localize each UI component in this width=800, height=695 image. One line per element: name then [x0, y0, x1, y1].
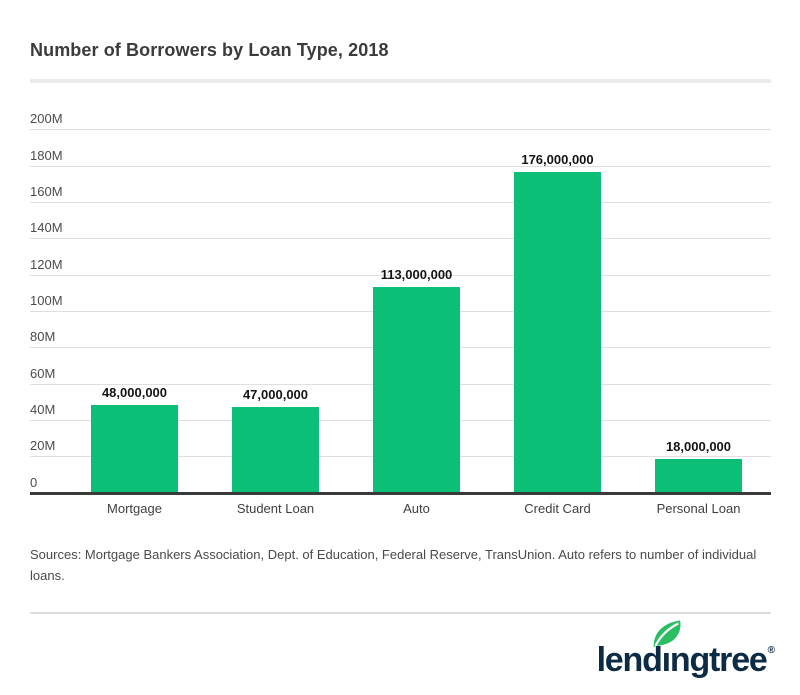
bar-student-loan: [232, 406, 319, 492]
y-axis-tick-label: 180M: [30, 148, 63, 163]
gridline-200M: [30, 129, 771, 130]
y-axis-tick-label: 20M: [30, 438, 56, 453]
bottom-divider: [30, 612, 771, 614]
leaf-icon: [653, 620, 681, 648]
x-axis-line: [30, 492, 771, 495]
x-axis-category-label-student-loan: Student Loan: [236, 501, 315, 516]
y-axis-tick-label: 0: [30, 475, 38, 490]
lendingtree-wordmark: lendıngtree: [596, 641, 768, 679]
x-axis-category-label-personal-loan: Personal Loan: [656, 501, 741, 516]
gridline-180M: [30, 166, 771, 167]
top-divider: [30, 79, 771, 83]
bar-value-label-mortgage: 48,000,000: [101, 385, 168, 400]
bar-personal-loan: [655, 459, 742, 492]
y-axis-tick-label: 120M: [30, 257, 63, 272]
gridline-160M: [30, 202, 771, 203]
y-axis-tick-label: 60M: [30, 366, 56, 381]
gridline-140M: [30, 238, 771, 239]
chart-title: Number of Borrowers by Loan Type, 2018: [30, 40, 389, 60]
x-axis-category-label-mortgage: Mortgage: [107, 501, 162, 516]
bar-value-label-credit-card: 176,000,000: [521, 152, 594, 167]
bar-credit-card: [514, 172, 601, 492]
bar-value-label-student-loan: 47,000,000: [242, 387, 309, 402]
x-axis-category-label-auto: Auto: [403, 501, 430, 516]
lendingtree-logo: lendıngtree®: [596, 619, 775, 679]
registered-trademark: ®: [767, 645, 775, 656]
source-note: Sources: Mortgage Bankers Association, D…: [30, 547, 757, 583]
bar-value-label-personal-loan: 18,000,000: [665, 439, 732, 454]
y-axis-tick-label: 40M: [30, 402, 56, 417]
bar-value-label-auto: 113,000,000: [380, 267, 453, 282]
y-axis-tick-label: 140M: [30, 220, 63, 235]
y-axis-tick-label: 100M: [30, 293, 63, 308]
bar-auto: [373, 286, 460, 492]
x-axis-category-label-credit-card: Credit Card: [524, 501, 591, 516]
y-axis-tick-label: 160M: [30, 184, 63, 199]
y-axis-tick-label: 200M: [30, 111, 63, 126]
y-axis-tick-label: 80M: [30, 329, 56, 344]
gridline-120M: [30, 275, 771, 276]
lendingtree-logo-inner: lendıngtree®: [596, 619, 775, 679]
bar-mortgage: [91, 404, 178, 492]
